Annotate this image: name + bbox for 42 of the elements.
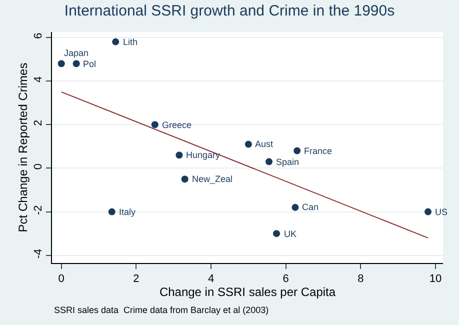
annotation: Spain (276, 157, 300, 167)
x-tick-label: 8 (358, 273, 364, 286)
annotation: Pol (83, 59, 96, 69)
chart-title: International SSRI growth and Crime in the 1990s (64, 2, 395, 20)
x-tick-label: 4 (208, 273, 214, 286)
point (266, 158, 273, 166)
annotation: France (304, 146, 332, 156)
annotation: Italy (119, 207, 136, 217)
y-tick-label: -4 (32, 248, 45, 259)
annotation: UK (284, 229, 297, 239)
annotation: Can (302, 202, 319, 212)
y-tick-label: 6 (32, 32, 45, 39)
y-tick-label: 2 (32, 120, 45, 126)
point (72, 60, 80, 68)
point (294, 147, 301, 154)
y-axis-title: Pct Change in Reported Crimes (16, 62, 30, 232)
point (112, 38, 120, 46)
y-tick-label: 0 (32, 163, 45, 170)
x-tick-label: 0 (58, 273, 64, 286)
annotation: Aust (255, 139, 274, 149)
point (181, 176, 188, 183)
x-tick-label: 10 (429, 273, 442, 286)
annotation: Lith (123, 37, 138, 47)
point (58, 60, 65, 68)
point (176, 152, 183, 159)
point (292, 204, 299, 211)
y-tick-label: -2 (32, 205, 45, 216)
point (273, 230, 280, 238)
point (244, 140, 252, 148)
point (151, 121, 158, 128)
annotation: Japan (64, 48, 89, 58)
x-axis-title: Change in SSRI sales per Capita (159, 285, 336, 300)
point (424, 208, 432, 216)
annotation: Greece (162, 120, 192, 130)
annotation: New_Zeal (192, 174, 233, 184)
text: SSRI sales data Crime data from Barclay et al (2003) (54, 305, 269, 315)
annotation: Hungary (186, 150, 221, 160)
x-tick-label: 2 (133, 273, 140, 286)
annotation: US (435, 207, 448, 217)
x-tick-label: 6 (282, 273, 289, 286)
point (108, 208, 116, 216)
y-tick-label: 4 (32, 76, 45, 82)
